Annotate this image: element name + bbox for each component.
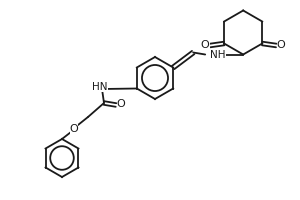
Text: O: O [201, 40, 209, 50]
Text: NH: NH [210, 49, 226, 60]
Text: HN: HN [92, 82, 108, 92]
Text: O: O [70, 124, 78, 134]
Text: O: O [277, 40, 286, 50]
Text: O: O [117, 99, 125, 109]
